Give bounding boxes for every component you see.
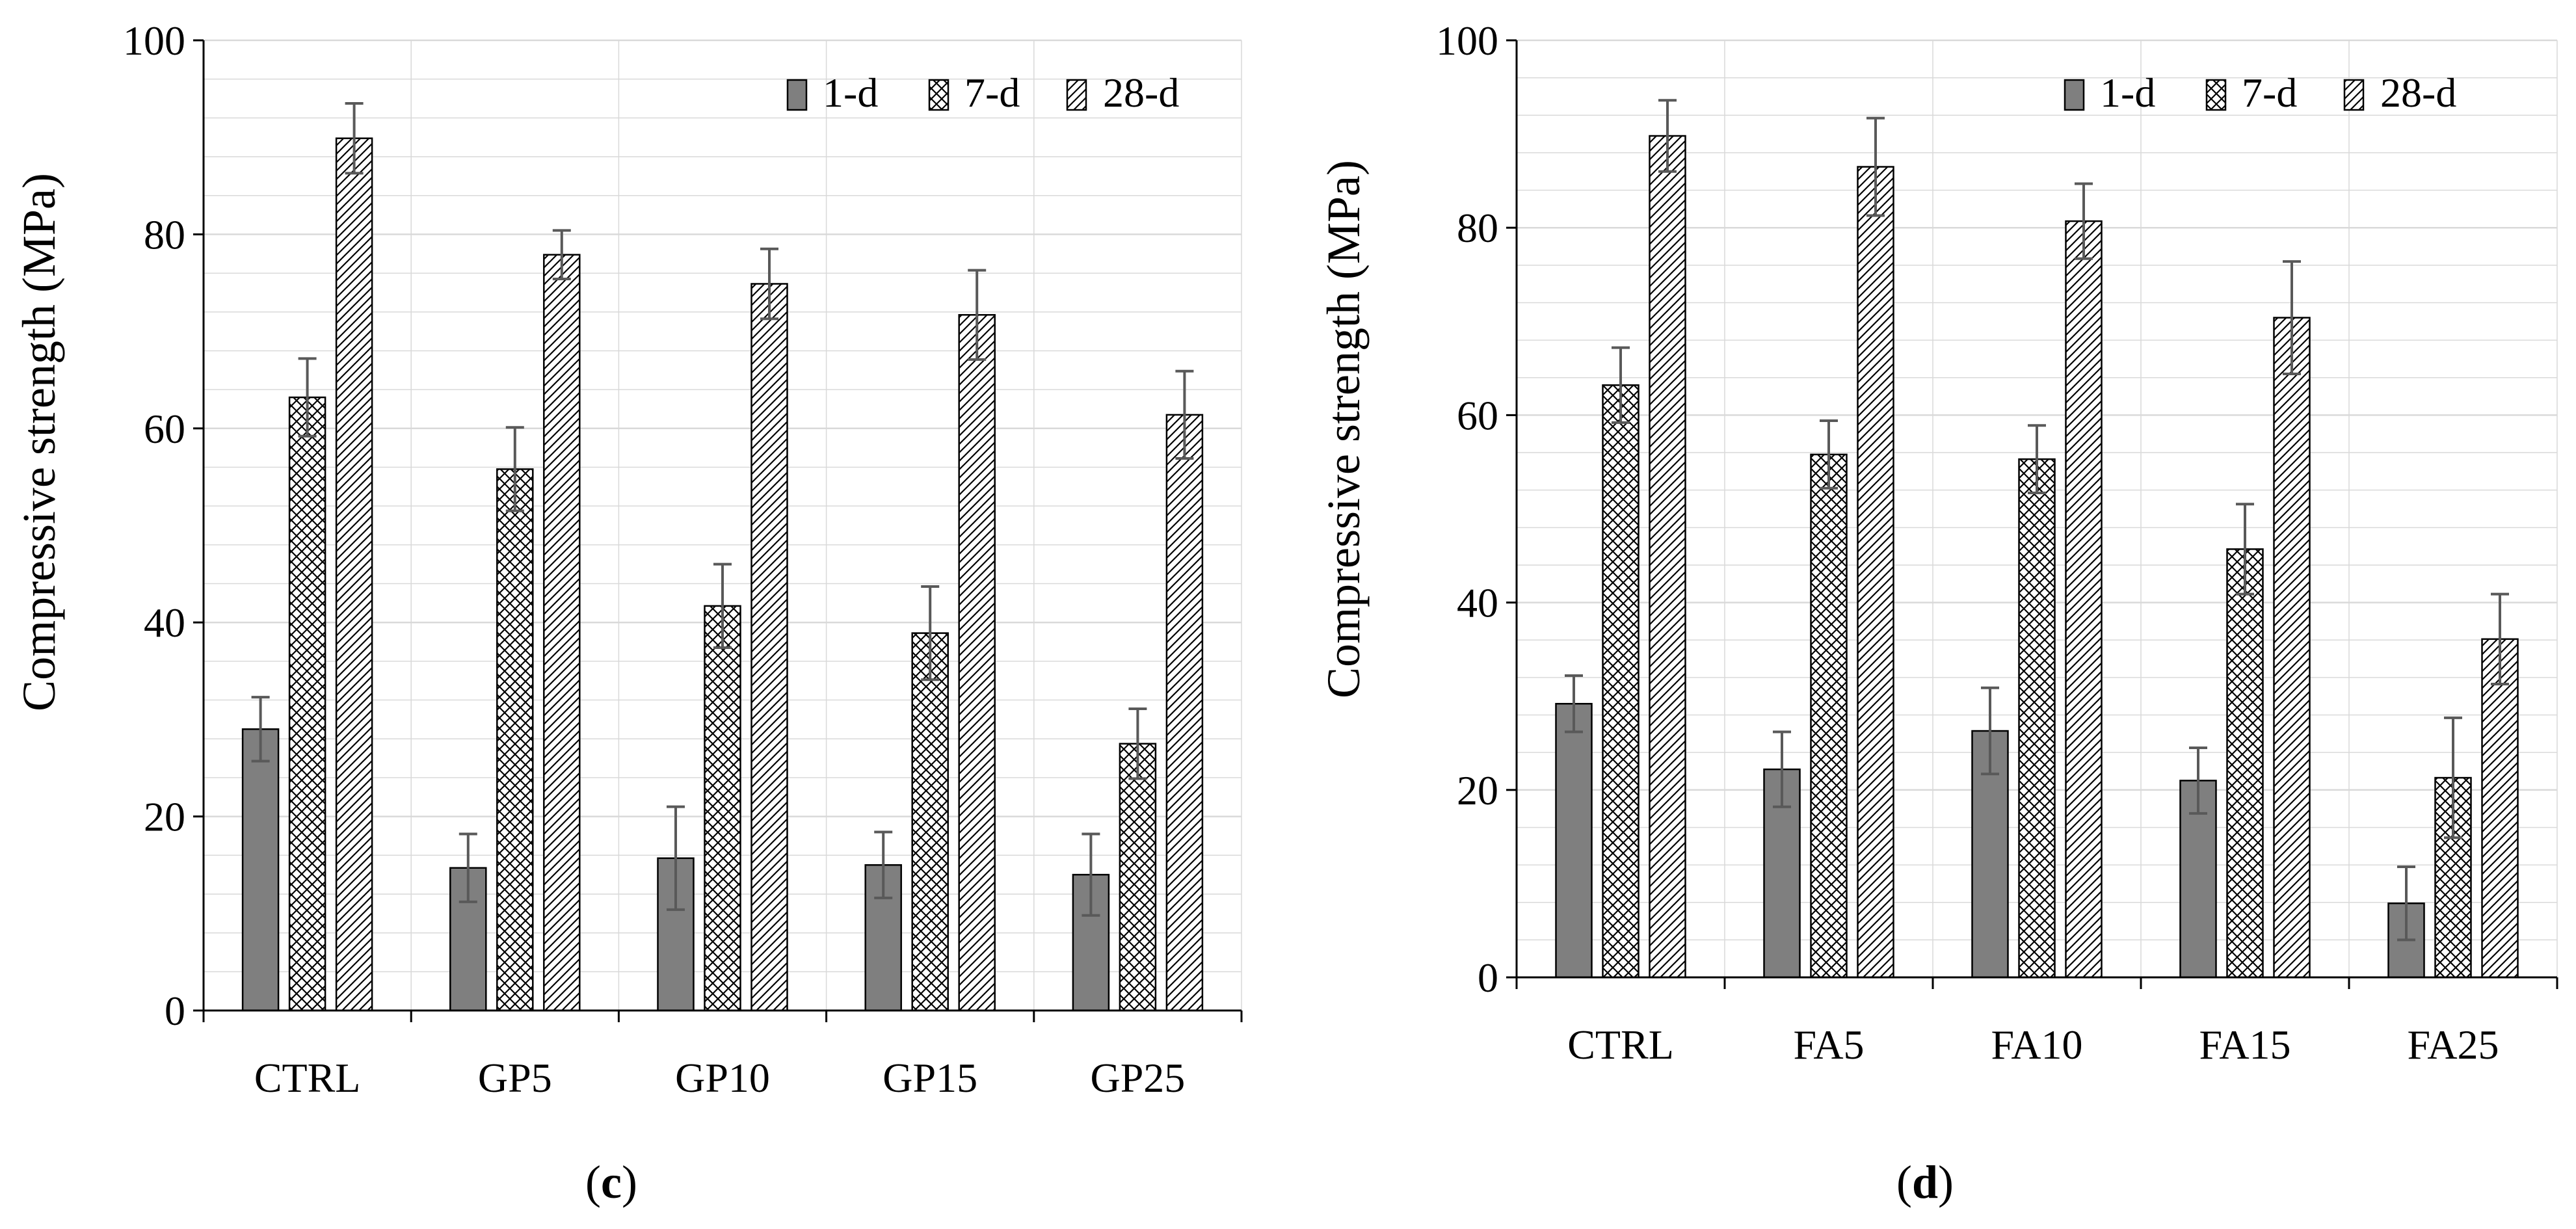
bar-28d-gp25	[1165, 414, 1204, 1012]
bars	[1555, 99, 2519, 979]
bar-28d-ctrl	[1649, 135, 1686, 979]
bar-7d-fa10	[2018, 458, 2056, 979]
panel-label-paren-open: (	[585, 1156, 601, 1208]
y-axis-label: Compressive strength (MPa)	[13, 173, 65, 711]
legend-label-1d: 1-d	[823, 70, 878, 116]
y-tick-label-20: 20	[144, 794, 185, 840]
bar-7d-gp15	[911, 632, 949, 1012]
panel-label-paren-close: )	[1938, 1156, 1954, 1208]
y-tick-label-40: 40	[1457, 580, 1498, 626]
panel-label-paren-open: (	[1896, 1156, 1912, 1208]
legend: 1-d 7-d 28-d	[2064, 70, 2456, 116]
chart-panel-d: 0 20 40 60 80 100 CTRL FA5 FA10 FA15 FA25 Compres…	[1318, 18, 2558, 1208]
bar-28d-ctrl	[335, 137, 373, 1012]
bar-7d-gp10	[704, 605, 741, 1012]
bar-7d-fa5	[1810, 453, 1848, 979]
axes	[193, 39, 1243, 1022]
bar-28d-fa25	[2481, 638, 2519, 979]
x-tick-label-fa25: FA25	[2407, 1022, 2499, 1068]
legend-label-1d: 1-d	[2100, 70, 2155, 116]
legend-swatch-1d	[786, 79, 808, 111]
y-tick-label-80: 80	[144, 211, 185, 258]
x-tick-label-gp15: GP15	[883, 1055, 977, 1101]
bar-28d-fa15	[2273, 317, 2311, 979]
y-tick-label-20: 20	[1457, 767, 1498, 813]
x-tick-label-fa10: FA10	[1991, 1022, 2082, 1068]
bar-28d-gp5	[543, 254, 581, 1012]
legend-label-7d: 7-d	[2242, 70, 2297, 116]
legend-swatch-1d	[2064, 79, 2085, 111]
y-tick-label-80: 80	[1457, 205, 1498, 251]
panel-label-d: (d)	[1896, 1156, 1954, 1208]
y-tick-label-100: 100	[1436, 18, 1498, 64]
panel-label-letter: c	[601, 1156, 622, 1208]
x-category-labels: CTRL FA5 FA10 FA15 FA25	[1567, 1022, 2499, 1068]
bar-7d-fa15	[2226, 548, 2264, 979]
x-tick-label-fa15: FA15	[2199, 1022, 2291, 1068]
gridlines	[204, 39, 1242, 1011]
y-tick-label-60: 60	[1457, 392, 1498, 438]
legend: 1-d 7-d 28-d	[786, 70, 1179, 116]
y-tick-label-60: 60	[144, 406, 185, 452]
bars	[241, 101, 1204, 1012]
y-tick-labels: 0 20 40 60 80 100	[123, 18, 185, 1034]
y-axis-label: Compressive strength (MPa)	[1318, 160, 1370, 698]
legend-label-7d: 7-d	[964, 70, 1020, 116]
panel-label-letter: d	[1912, 1156, 1938, 1208]
x-category-labels: CTRL GP5 GP10 GP15 GP25	[254, 1055, 1185, 1101]
legend-swatch-28d	[2343, 79, 2365, 111]
y-tick-labels: 0 20 40 60 80 100	[1436, 18, 1498, 1001]
legend-label-28d: 28-d	[1103, 70, 1179, 116]
bar-28d-gp15	[958, 313, 996, 1012]
bar-7d-gp5	[496, 468, 534, 1012]
panel-label-paren-close: )	[622, 1156, 637, 1208]
gridlines	[1517, 39, 2558, 977]
legend-label-28d: 28-d	[2380, 70, 2456, 116]
y-tick-label-0: 0	[1478, 955, 1498, 1001]
axes	[1506, 39, 2558, 989]
x-tick-label-ctrl: CTRL	[1567, 1022, 1674, 1068]
chart-panel-c: 0 20 40 60 80 100 CTRL GP5 GP10 GP15 GP25 Compres…	[13, 18, 1243, 1208]
legend-swatch-7d	[2205, 79, 2227, 111]
bar-28d-gp10	[750, 283, 788, 1012]
y-tick-label-0: 0	[165, 988, 185, 1034]
bar-7d-gp25	[1119, 743, 1157, 1012]
x-tick-label-gp10: GP10	[675, 1055, 770, 1101]
x-tick-label-ctrl: CTRL	[254, 1055, 361, 1101]
bar-1d-ctrl	[1555, 702, 1593, 979]
legend-swatch-28d	[1066, 79, 1087, 111]
bar-7d-ctrl	[1602, 384, 1640, 979]
bar-7d-ctrl	[288, 396, 326, 1012]
x-tick-label-gp25: GP25	[1090, 1055, 1185, 1101]
y-tick-label-100: 100	[123, 18, 185, 64]
legend-swatch-7d	[928, 79, 949, 111]
x-tick-label-gp5: GP5	[478, 1055, 552, 1101]
bar-28d-fa10	[2065, 220, 2103, 979]
y-tick-label-40: 40	[144, 600, 185, 646]
bar-28d-fa5	[1857, 166, 1894, 979]
bar-1d-ctrl	[241, 728, 280, 1012]
panel-label-c: (c)	[585, 1156, 637, 1208]
x-tick-label-fa5: FA5	[1793, 1022, 1864, 1068]
